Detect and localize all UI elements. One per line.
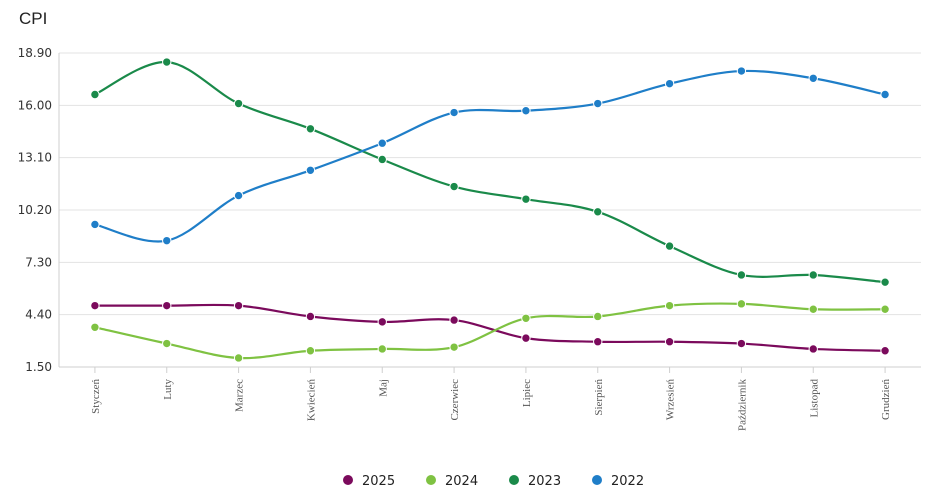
data-point-2024[interactable] [233, 353, 244, 363]
grid-lines [59, 52, 921, 368]
data-point-2022[interactable] [880, 89, 890, 100]
data-point-2022[interactable] [305, 165, 316, 175]
series-line-2025 [94, 303, 886, 352]
x-tick-label: Październik [736, 379, 748, 431]
data-point-2025[interactable] [233, 300, 244, 311]
data-point-2022[interactable] [162, 235, 172, 246]
y-tick-label: 13.10 [18, 151, 52, 165]
data-point-2025[interactable] [162, 300, 172, 311]
data-point-2023[interactable] [162, 57, 172, 67]
data-point-2023[interactable] [593, 207, 603, 217]
y-tick-label: 18.90 [18, 46, 52, 60]
y-tick-label: 16.00 [18, 98, 52, 112]
y-tick-label: 1.50 [25, 360, 52, 374]
x-tick-label: Sierpień [593, 379, 605, 416]
data-point-2023[interactable] [880, 277, 890, 287]
series-line-2023 [94, 60, 886, 284]
x-tick-label: Maj [377, 379, 389, 397]
data-point-2025[interactable] [449, 315, 459, 325]
chart-title: CPI [19, 9, 48, 28]
data-point-2023[interactable] [808, 270, 818, 280]
axes [58, 53, 921, 373]
x-tick-label: Listopad [808, 379, 820, 418]
x-axis-ticks: Styczeń Luty Marzec Kwiecień Maj Czerwiec Lipi… [90, 379, 892, 431]
legend-item-2024[interactable]: 2024 [426, 474, 478, 489]
legend-marker [343, 475, 353, 485]
legend-label: 2022 [611, 474, 644, 489]
x-tick-label: Grudzień [880, 379, 892, 420]
legend-marker [592, 475, 602, 485]
y-tick-label: 10.20 [18, 203, 52, 217]
data-point-2023[interactable] [736, 270, 747, 280]
data-point-2024[interactable] [521, 313, 531, 323]
legend-item-2023[interactable]: 2023 [509, 474, 561, 489]
data-point-2023[interactable] [664, 241, 675, 251]
data-point-2022[interactable] [521, 106, 531, 116]
x-tick-label: Luty [162, 379, 174, 400]
data-point-2025[interactable] [880, 346, 890, 356]
legend: 2025 2024 2023 2022 [343, 474, 644, 489]
data-point-2024[interactable] [162, 338, 172, 349]
legend-item-2025[interactable]: 2025 [343, 474, 395, 489]
data-point-2023[interactable] [90, 89, 100, 100]
data-point-2022[interactable] [233, 190, 244, 201]
data-point-2024[interactable] [880, 304, 890, 314]
x-tick-label: Lipiec [521, 379, 533, 407]
data-point-2025[interactable] [664, 337, 675, 347]
legend-marker [426, 475, 436, 485]
legend-item-2022[interactable]: 2022 [592, 474, 644, 489]
x-tick-label: Marzec [234, 379, 246, 412]
data-point-2022[interactable] [377, 138, 387, 148]
legend-label: 2023 [528, 474, 561, 489]
data-point-2022[interactable] [808, 73, 818, 83]
data-point-2023[interactable] [305, 124, 316, 134]
data-point-2022[interactable] [593, 98, 603, 109]
data-point-2024[interactable] [808, 304, 818, 314]
data-point-2025[interactable] [521, 333, 531, 343]
data-point-2025[interactable] [593, 337, 603, 347]
series-lines [90, 57, 890, 363]
data-point-2024[interactable] [90, 322, 100, 332]
data-point-2022[interactable] [449, 107, 459, 118]
y-axis-ticks: 18.90 16.00 13.10 10.20 7.30 4.40 1.50 [18, 46, 52, 374]
x-tick-label: Styczeń [90, 379, 102, 414]
data-point-2023[interactable] [377, 154, 387, 165]
x-tick-label: Kwiecień [305, 379, 317, 422]
data-point-2024[interactable] [736, 299, 747, 309]
data-point-2024[interactable] [449, 342, 459, 352]
legend-label: 2025 [362, 474, 395, 489]
legend-label: 2024 [445, 474, 478, 489]
data-point-2025[interactable] [90, 300, 100, 311]
data-point-2025[interactable] [736, 338, 747, 349]
x-tick-label: Czerwiec [449, 379, 461, 421]
data-point-2024[interactable] [593, 311, 603, 322]
y-tick-label: 7.30 [25, 255, 52, 269]
series-line-2024 [94, 302, 886, 360]
series-line-2022 [94, 69, 886, 243]
data-point-2023[interactable] [521, 194, 531, 204]
data-point-2024[interactable] [377, 344, 387, 354]
data-point-2025[interactable] [808, 344, 818, 354]
legend-marker [509, 475, 519, 485]
data-point-2022[interactable] [736, 66, 747, 76]
x-tick-label: Wrzesień [665, 379, 677, 421]
data-point-2025[interactable] [305, 311, 316, 322]
data-point-2022[interactable] [90, 219, 100, 230]
data-point-2024[interactable] [305, 346, 316, 356]
data-point-2025[interactable] [377, 317, 387, 327]
y-tick-label: 4.40 [25, 308, 52, 322]
data-point-2024[interactable] [664, 300, 675, 311]
data-point-2023[interactable] [449, 181, 459, 192]
data-point-2022[interactable] [664, 78, 675, 89]
data-point-2023[interactable] [233, 98, 244, 109]
